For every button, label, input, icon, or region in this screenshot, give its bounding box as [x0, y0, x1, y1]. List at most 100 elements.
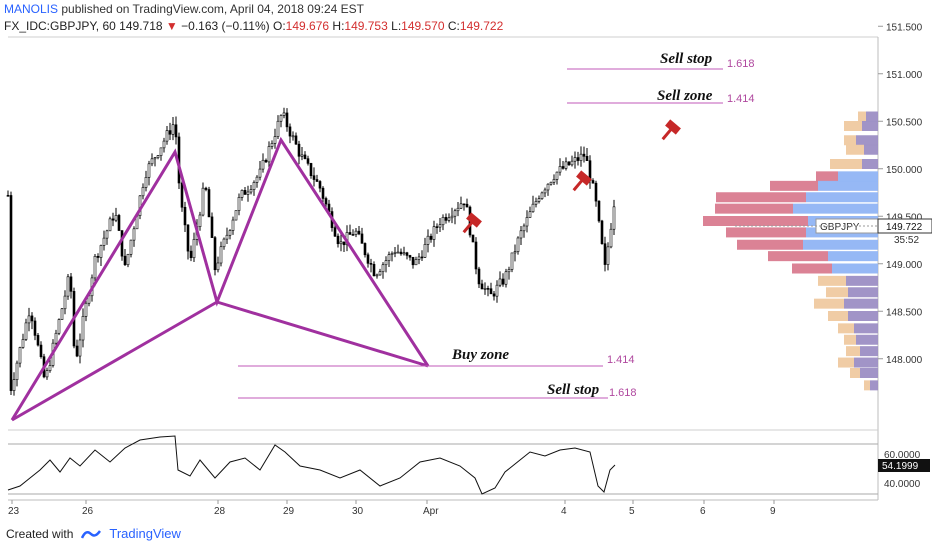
candle-body — [375, 274, 379, 277]
candle-body — [429, 235, 433, 240]
candle-body — [501, 278, 505, 285]
candle-body — [249, 189, 253, 193]
price-tick-label: 150.000 — [886, 165, 923, 176]
volume-profile-up-bar — [862, 121, 878, 131]
candle-body — [291, 135, 295, 138]
sell-zone-label: Sell zone — [657, 88, 713, 104]
candle-body — [228, 230, 232, 236]
volume-profile-down-bar — [830, 159, 862, 169]
candle-body — [258, 168, 262, 178]
candle-body — [495, 284, 499, 297]
candle-body — [603, 243, 607, 265]
volume-profile-up-bar — [846, 275, 878, 286]
harmonic-pattern-xb[interactable] — [11, 300, 218, 422]
hammer-icon[interactable] — [657, 119, 681, 143]
volume-profile-up-bar — [856, 135, 878, 146]
price-tick-label: 149.000 — [886, 260, 923, 271]
candle-body — [99, 245, 103, 258]
candle-body — [33, 320, 37, 336]
sell-stop-top-label: Sell stop — [660, 51, 713, 67]
candle-body — [309, 163, 313, 177]
volume-profile-up-bar — [856, 334, 878, 345]
sell-stop-bottom-ratio: 1.618 — [609, 387, 637, 399]
candle-body — [126, 254, 130, 266]
candle-body — [504, 271, 508, 285]
buy-zone-ratio: 1.414 — [607, 354, 635, 366]
hammer-icon[interactable] — [568, 170, 592, 194]
candle-body — [48, 365, 52, 371]
candle-body — [357, 230, 361, 235]
harmonic-pattern-bd[interactable] — [216, 300, 429, 368]
candle-body — [339, 241, 343, 245]
candle-body — [369, 263, 373, 265]
candle-body — [447, 217, 451, 221]
tradingview-brand[interactable]: TradingView — [109, 526, 181, 541]
candle-body — [156, 155, 160, 158]
candle-body — [543, 189, 547, 194]
candle-body — [60, 308, 64, 320]
volume-profile-up-bar — [854, 357, 878, 368]
candle-body — [465, 203, 469, 208]
candle-body — [528, 211, 532, 218]
candle-body — [393, 251, 397, 254]
last-price-tag-label: 149.722 — [886, 222, 923, 233]
volume-profile-up-bar — [870, 380, 878, 391]
candle-body — [168, 130, 172, 135]
volume-profile-up-bar — [854, 323, 878, 334]
candle-body — [270, 143, 274, 147]
volume-profile-down-bar — [844, 334, 856, 345]
buy-zone-label: Buy zone — [451, 347, 509, 363]
candle-body — [342, 241, 346, 246]
candle-body — [579, 153, 583, 161]
candle-body — [564, 161, 568, 169]
time-axis[interactable]: 23 26 28 29 30 Apr 4 5 6 9 — [8, 500, 776, 517]
hammer-icon[interactable] — [458, 212, 482, 236]
volume-profile-down-bar — [818, 275, 846, 286]
volume-profile-up-bar — [860, 346, 878, 357]
last-price-tag — [877, 218, 932, 234]
candle-body — [75, 345, 79, 357]
volume-profile-down-bar — [715, 203, 793, 214]
candle-body — [294, 135, 298, 145]
volume-profile-down-bar — [826, 287, 848, 298]
candle-body — [180, 182, 184, 208]
symbol-label[interactable]: FX_IDC:GBPJPY, 60 — [4, 19, 116, 33]
candle-body — [234, 210, 238, 221]
publish-info: published on TradingView.com, April 04, … — [61, 2, 365, 16]
candle-body — [519, 230, 523, 239]
time-tick-label: 23 — [8, 506, 20, 517]
candle-body — [129, 239, 133, 255]
time-tick-label: 5 — [629, 506, 635, 517]
candle-body — [612, 206, 616, 230]
volume-profile-down-bar — [770, 180, 818, 191]
close-value: 149.722 — [459, 19, 504, 33]
candle-body — [96, 255, 100, 258]
candle-body — [450, 215, 454, 219]
rsi-line — [7, 435, 616, 495]
candle-body — [531, 203, 535, 213]
rsi-tick-60: 60.0000 — [884, 450, 921, 461]
price-tick-label: 151.000 — [886, 70, 923, 81]
candle-body — [261, 159, 265, 170]
author-link[interactable]: MANOLIS — [4, 2, 59, 16]
candle-body — [405, 252, 409, 256]
price-tick-label: 151.500 — [886, 22, 923, 33]
candle-body — [84, 302, 88, 317]
price-axis[interactable]: 151.500 151.000 150.500 150.000 149.500 149.0… — [878, 22, 923, 366]
volume-profile-down-bar — [864, 380, 870, 391]
volume-profile-up-bar — [806, 192, 878, 203]
volume-profile-down-bar — [792, 263, 832, 274]
harmonic-pattern-outer[interactable] — [10, 136, 430, 421]
candle-body — [222, 238, 226, 248]
candle-body — [549, 181, 553, 185]
candle-body — [111, 218, 115, 221]
candle-body — [285, 112, 289, 128]
candle-body — [321, 187, 325, 199]
candle-body — [333, 227, 337, 237]
time-tick-label: 28 — [214, 506, 226, 517]
candlestick-series — [6, 107, 616, 396]
candle-body — [516, 237, 520, 252]
candle-body — [36, 335, 40, 346]
volume-profile-up-bar — [848, 287, 878, 298]
